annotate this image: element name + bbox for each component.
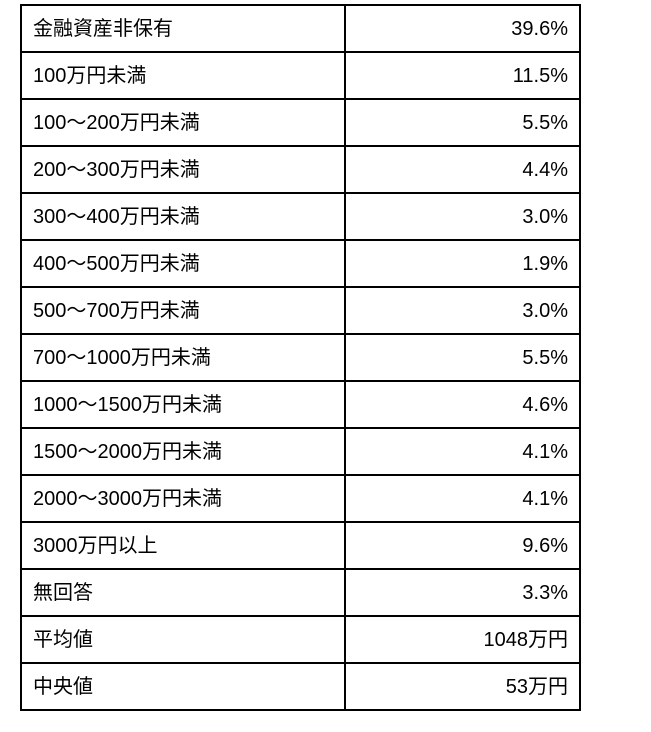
asset-range-label: 500～700万円未満 bbox=[20, 286, 346, 335]
table-row: 3000万円以上 9.6% bbox=[20, 521, 581, 570]
asset-range-label: 中央値 bbox=[20, 662, 346, 711]
table-row: 中央値 53万円 bbox=[20, 662, 581, 711]
asset-share-value: 11.5% bbox=[344, 51, 581, 100]
table-row: 100～200万円未満 5.5% bbox=[20, 98, 581, 147]
financial-assets-table: 金融資産非保有 39.6% 100万円未満 11.5% 100～200万円未満 5.5% 2… bbox=[20, 4, 581, 711]
asset-share-value: 3.0% bbox=[344, 192, 581, 241]
table-row: 300～400万円未満 3.0% bbox=[20, 192, 581, 241]
asset-share-value: 4.1% bbox=[344, 474, 581, 523]
table-row: 500～700万円未満 3.0% bbox=[20, 286, 581, 335]
asset-range-label: 2000～3000万円未満 bbox=[20, 474, 346, 523]
table-row: 400～500万円未満 1.9% bbox=[20, 239, 581, 288]
asset-share-value: 4.6% bbox=[344, 380, 581, 429]
asset-share-value: 4.1% bbox=[344, 427, 581, 476]
table-row: 金融資産非保有 39.6% bbox=[20, 4, 581, 53]
asset-range-label: 1000～1500万円未満 bbox=[20, 380, 346, 429]
asset-range-label: 3000万円以上 bbox=[20, 521, 346, 570]
asset-share-value: 3.0% bbox=[344, 286, 581, 335]
asset-range-label: 100万円未満 bbox=[20, 51, 346, 100]
table-row: 無回答 3.3% bbox=[20, 568, 581, 617]
asset-range-label: 400～500万円未満 bbox=[20, 239, 346, 288]
asset-range-label: 無回答 bbox=[20, 568, 346, 617]
asset-range-label: 1500～2000万円未満 bbox=[20, 427, 346, 476]
asset-share-value: 5.5% bbox=[344, 98, 581, 147]
asset-range-label: 700～1000万円未満 bbox=[20, 333, 346, 382]
table-row: 1500～2000万円未満 4.1% bbox=[20, 427, 581, 476]
asset-share-value: 5.5% bbox=[344, 333, 581, 382]
asset-range-label: 200～300万円未満 bbox=[20, 145, 346, 194]
financial-assets-table-body: 金融資産非保有 39.6% 100万円未満 11.5% 100～200万円未満 5.5% 2… bbox=[20, 4, 581, 711]
asset-range-label: 金融資産非保有 bbox=[20, 4, 346, 53]
asset-range-label: 100～200万円未満 bbox=[20, 98, 346, 147]
asset-range-label: 300～400万円未満 bbox=[20, 192, 346, 241]
asset-share-value: 4.4% bbox=[344, 145, 581, 194]
asset-share-value: 39.6% bbox=[344, 4, 581, 53]
table-row: 2000～3000万円未満 4.1% bbox=[20, 474, 581, 523]
asset-share-value: 1048万円 bbox=[344, 615, 581, 664]
asset-share-value: 53万円 bbox=[344, 662, 581, 711]
table-row: 100万円未満 11.5% bbox=[20, 51, 581, 100]
table-row: 700～1000万円未満 5.5% bbox=[20, 333, 581, 382]
asset-range-label: 平均値 bbox=[20, 615, 346, 664]
table-row: 200～300万円未満 4.4% bbox=[20, 145, 581, 194]
table-row: 平均値 1048万円 bbox=[20, 615, 581, 664]
asset-share-value: 9.6% bbox=[344, 521, 581, 570]
asset-share-value: 1.9% bbox=[344, 239, 581, 288]
table-row: 1000～1500万円未満 4.6% bbox=[20, 380, 581, 429]
asset-share-value: 3.3% bbox=[344, 568, 581, 617]
